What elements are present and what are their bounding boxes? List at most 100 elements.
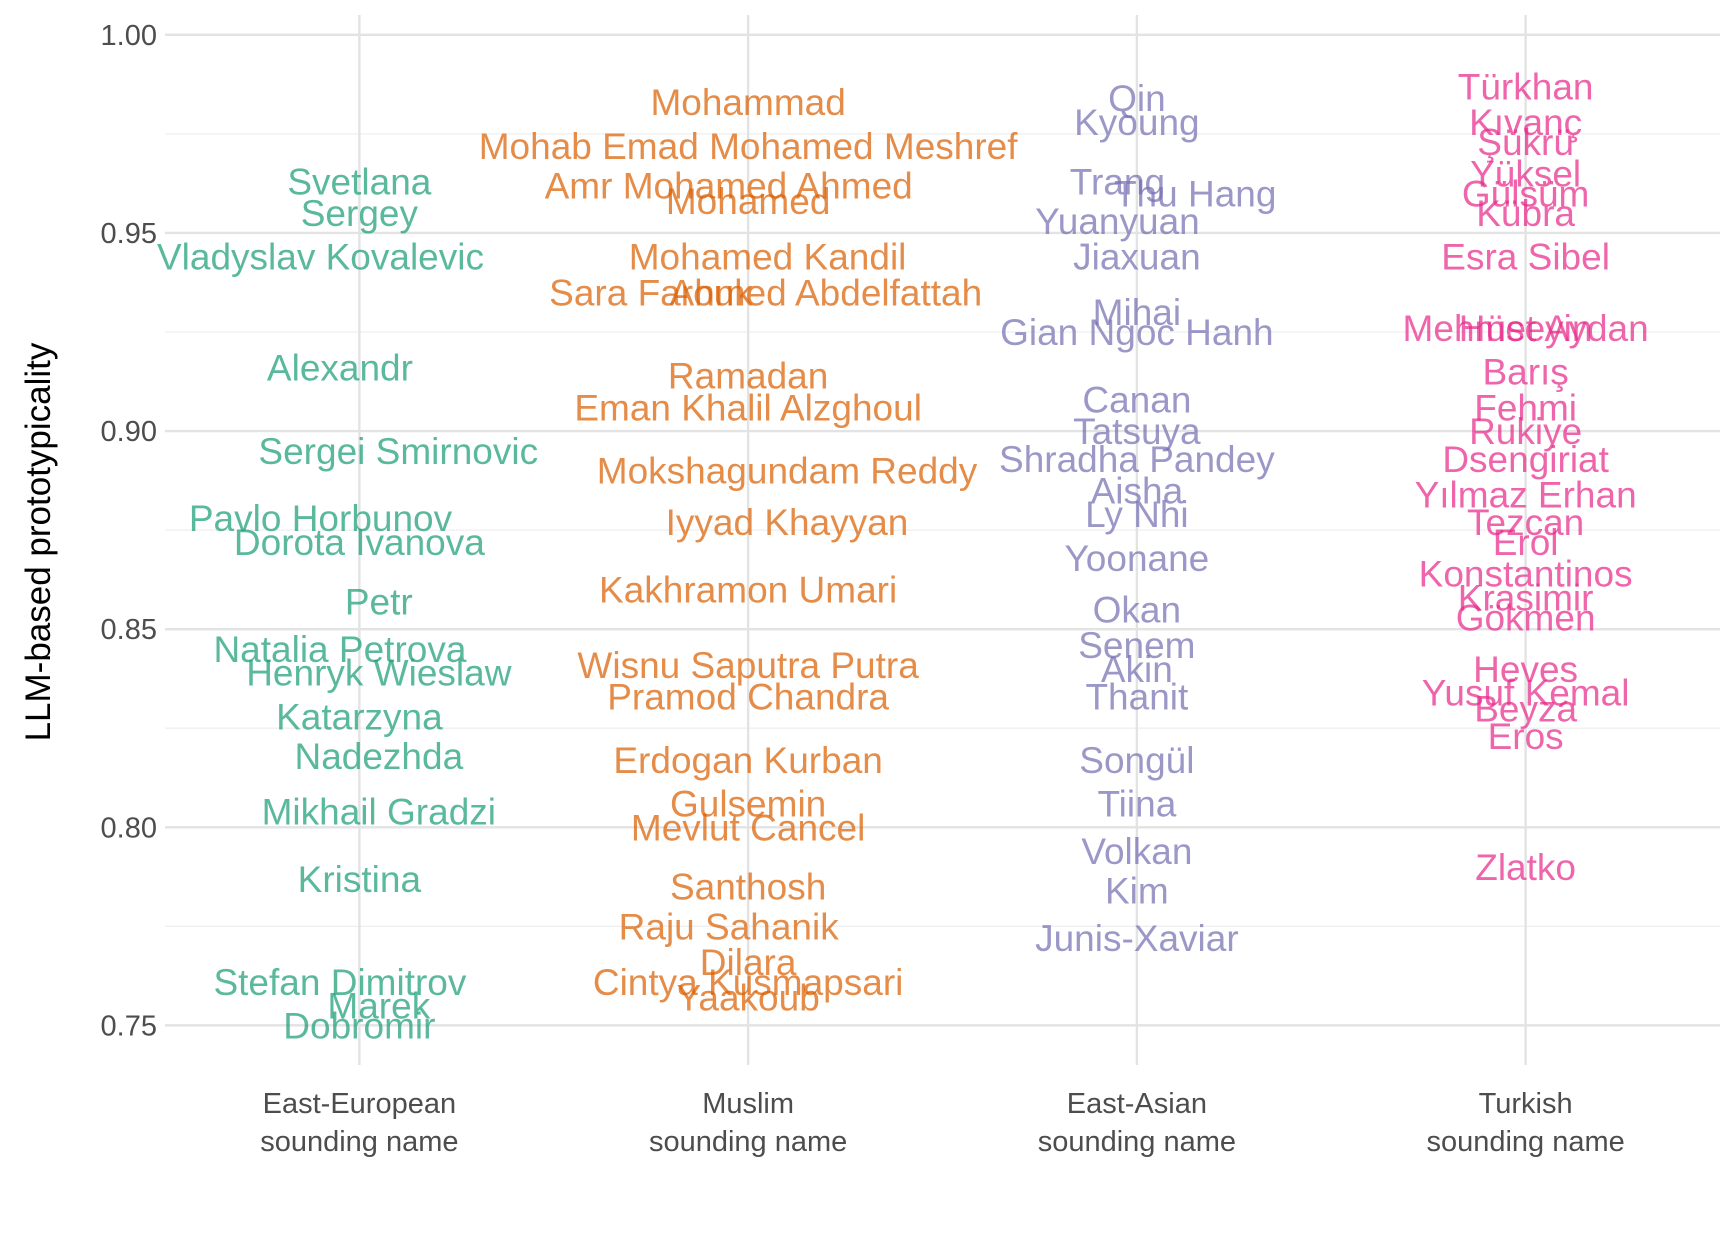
name-label: Erdogan Kurban [613, 740, 882, 781]
name-label: Songül [1079, 740, 1194, 781]
name-label: Sara Farouk [549, 272, 753, 313]
y-axis-title: LLM-based prototypicality [19, 342, 58, 741]
name-label: Yaakoub [676, 978, 819, 1019]
name-label: Mohamed [666, 181, 831, 222]
name-label: Amr Mohamed Ahmed [545, 165, 913, 206]
y-axis-ticks: 0.75 0.80 0.85 0.90 0.95 1.00 [101, 20, 157, 1043]
name-label: Iyyad Khayyan [666, 502, 909, 543]
name-label: Kyoung [1074, 102, 1200, 143]
x-tick-label: East-Asian sounding name [1038, 1088, 1236, 1158]
name-label: Katarzyna [276, 696, 443, 737]
name-label: Esra Sibel [1441, 237, 1610, 278]
name-label: Vladyslav Kovalevic [157, 237, 484, 278]
name-label: Eros [1488, 716, 1564, 757]
name-label: Junis-Xaviar [1035, 918, 1239, 959]
name-label: Mevlut Cancel [631, 807, 865, 848]
name-label: Sergey [301, 193, 419, 234]
name-label: Natalia Petrova [213, 629, 466, 670]
name-label: Türkhan [1458, 66, 1594, 107]
name-label: Fehmi [1474, 387, 1577, 428]
name-label: Trang [1070, 161, 1165, 202]
name-label: Yusuf Kemal [1422, 673, 1630, 714]
name-label: Kristina [298, 859, 422, 900]
name-label: Erol [1493, 522, 1559, 563]
name-label: Krasimir [1458, 577, 1594, 618]
name-label: Yoonane [1065, 538, 1210, 579]
name-label: Marek [327, 986, 430, 1027]
name-label: Mohammad [650, 82, 845, 123]
name-label: Yüksel [1470, 153, 1581, 194]
y-tick-label: 0.90 [101, 416, 157, 448]
name-label: Mehmet Aydan [1403, 308, 1649, 349]
name-label: Tatsuya [1073, 411, 1201, 452]
name-label: Dsengiriat [1442, 439, 1609, 480]
name-label: Mihai [1093, 292, 1181, 333]
name-label: Mohamed Kandil [629, 237, 907, 278]
name-label: Mikhail Gradzi [262, 791, 496, 832]
name-label: Dilara [700, 942, 797, 983]
name-label: Jiaxuan [1073, 237, 1201, 278]
name-label: Yılmaz Erhan [1415, 474, 1637, 515]
name-label: Qin [1108, 78, 1166, 119]
name-label: Canan [1082, 379, 1191, 420]
name-label: Gökmen [1456, 597, 1596, 638]
name-label: Svetlana [287, 161, 431, 202]
y-tick-label: 0.75 [101, 1010, 157, 1042]
name-label: Senem [1078, 625, 1195, 666]
x-tick-label: Muslim sounding name [649, 1088, 847, 1158]
name-label: Kim [1105, 871, 1169, 912]
name-label: Heves [1473, 649, 1578, 690]
name-label: Nadezhda [294, 736, 463, 777]
name-label: Ahmed Abdelfattah [670, 272, 983, 313]
name-label: Hüseyin [1459, 308, 1593, 349]
name-label: Pavlo Horbunov [189, 498, 453, 539]
name-label: Şükrü [1477, 122, 1574, 163]
name-label: Shradha Pandey [999, 439, 1275, 480]
name-label: Henryk Wieslaw [246, 653, 511, 694]
name-label: Yuanyuan [1035, 201, 1200, 242]
x-axis-ticks: East-European sounding name Muslim sounding… [260, 1088, 1625, 1158]
y-tick-label: 0.80 [101, 812, 157, 844]
name-label: Zlatko [1475, 847, 1576, 888]
name-label: Kıvanç [1469, 102, 1582, 143]
name-label: Wisnu Saputra Putra [577, 645, 919, 686]
name-label: Sergei Smirnovic [258, 431, 538, 472]
name-label: Petr [345, 581, 413, 622]
name-label: Thu Hang [1114, 173, 1277, 214]
name-label: Beyza [1474, 688, 1577, 729]
x-tick-label: Turkish sounding name [1426, 1088, 1624, 1158]
name-label: Alexandr [267, 348, 413, 389]
gridlines [165, 15, 1720, 1065]
name-label: Ly Nhi [1085, 494, 1189, 535]
name-label: Tiina [1097, 783, 1176, 824]
name-label: Raju Sahanik [619, 906, 840, 947]
name-label: Aisha [1091, 470, 1184, 511]
name-label: Gülsüm [1462, 173, 1589, 214]
name-label: Cintya Kusmapsari [593, 962, 904, 1003]
name-label: Barış [1482, 352, 1568, 393]
name-label: Gian Ngoc Hanh [1000, 312, 1274, 353]
name-label: Santhosh [670, 867, 826, 908]
x-tick-label: East-European sounding name [260, 1088, 458, 1158]
name-label: Pramod Chandra [607, 677, 889, 718]
name-label: Dobromir [283, 1005, 435, 1046]
name-label: Thanit [1085, 677, 1189, 718]
name-label: Tezcan [1467, 502, 1584, 543]
name-label: Akin [1101, 649, 1173, 690]
name-label: Okan [1093, 589, 1181, 630]
name-label: Dorota Ivanova [234, 522, 485, 563]
name-label: Stefan Dimitrov [213, 962, 466, 1003]
y-tick-label: 1.00 [101, 20, 157, 52]
name-label: Kakhramon Umari [599, 570, 897, 611]
name-label: Gulsemin [670, 783, 826, 824]
name-label: Rukiye [1469, 411, 1582, 452]
name-label: Ramadan [668, 356, 828, 397]
name-label: Mohab Emad Mohamed Meshref [479, 126, 1019, 167]
name-label: Konstantinos [1419, 554, 1633, 595]
y-tick-label: 0.85 [101, 614, 157, 646]
name-label: Mokshagundam Reddy [597, 451, 978, 492]
name-label: Kübra [1476, 193, 1575, 234]
name-label: Eman Khalil Alzghoul [574, 387, 922, 428]
y-tick-label: 0.95 [101, 218, 157, 250]
